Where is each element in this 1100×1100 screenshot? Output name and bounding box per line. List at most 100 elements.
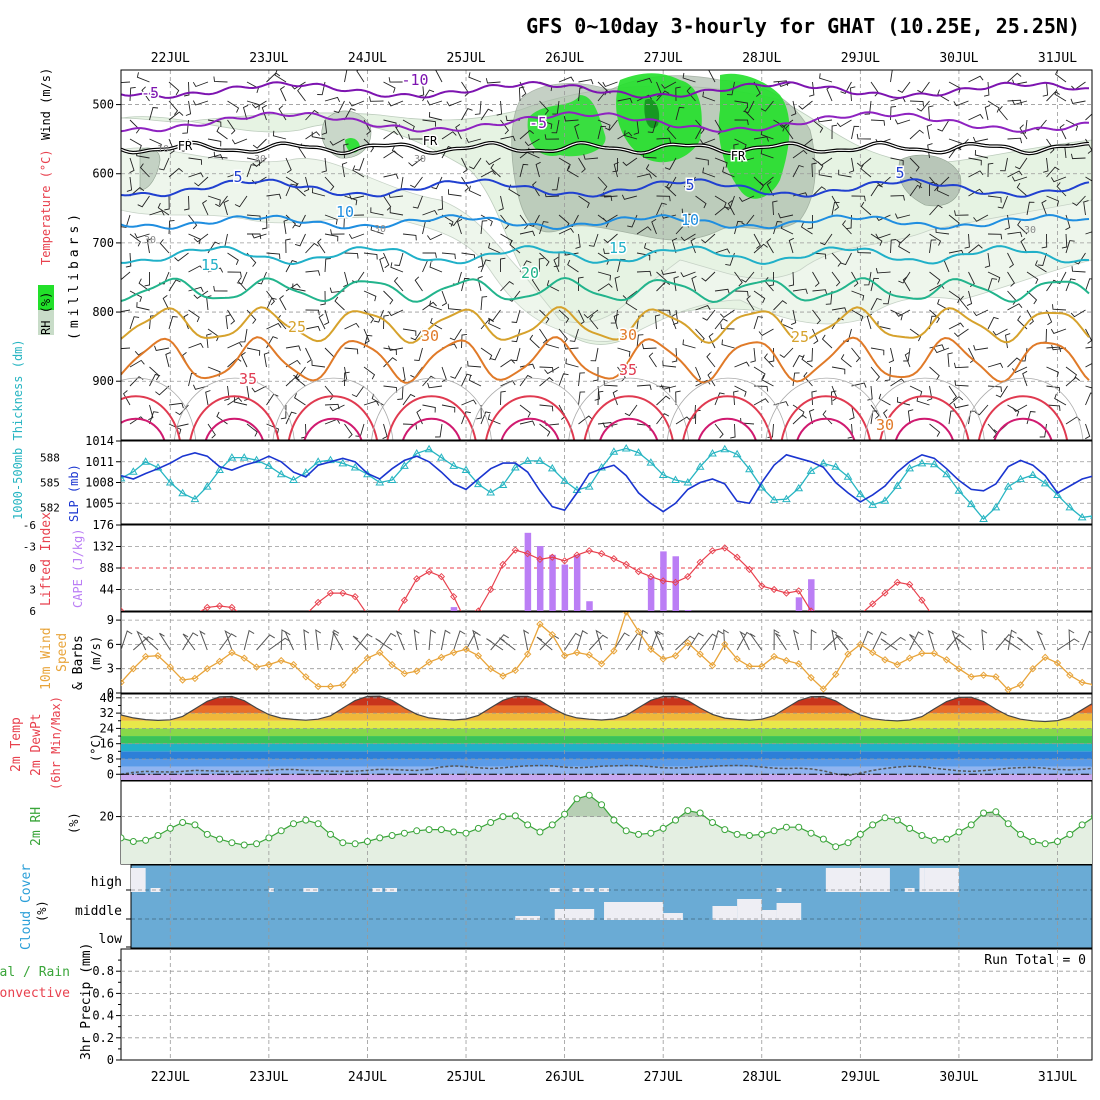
wind-barb xyxy=(333,100,345,114)
wind-barb xyxy=(285,157,292,174)
wind10-barb xyxy=(773,629,780,651)
rh-area-bright-1 xyxy=(527,95,606,157)
li-point xyxy=(499,560,507,569)
wind-barb xyxy=(305,325,321,332)
li-point xyxy=(696,558,704,566)
wind-barb xyxy=(792,288,808,295)
wind-barb xyxy=(480,259,491,273)
wind-speed-point xyxy=(758,662,766,670)
run-total: Run Total = 0 xyxy=(984,953,1086,968)
rh-contour xyxy=(173,377,295,440)
contour-label: 5 xyxy=(895,164,904,182)
wind10-barb xyxy=(268,637,291,651)
temp-band xyxy=(121,774,1092,780)
contour-35 xyxy=(288,395,378,440)
li-point xyxy=(869,600,877,608)
wind-barb xyxy=(798,100,813,110)
wind10-barb xyxy=(831,629,838,651)
contour-label: -5 xyxy=(141,84,159,102)
wind-barb xyxy=(849,404,855,421)
rh2m-point xyxy=(536,828,544,836)
wind-barb xyxy=(344,371,350,387)
wind-barb xyxy=(675,223,690,235)
wind-barb xyxy=(1007,252,1014,268)
wind-barb xyxy=(675,106,685,121)
thickness-point xyxy=(584,482,594,490)
wind-barb xyxy=(929,204,943,216)
wind-speed-point xyxy=(831,670,840,679)
tick-label: 900 xyxy=(92,374,114,388)
wind-barb xyxy=(194,176,209,187)
contour-5 xyxy=(121,178,1090,198)
wind-barb xyxy=(734,220,743,235)
wind-barb xyxy=(812,309,821,325)
contour-40 xyxy=(205,417,264,440)
wind-barb xyxy=(188,309,200,323)
wind-barb xyxy=(341,162,348,178)
wind-barb xyxy=(394,252,404,266)
wind-barb xyxy=(168,100,179,115)
wind-barb xyxy=(480,296,488,311)
wind-barb xyxy=(902,276,911,292)
tick-label: 32 xyxy=(100,706,114,720)
cloud-block xyxy=(737,899,762,920)
thickness-point xyxy=(695,462,705,470)
wind-barb xyxy=(758,328,774,336)
contour-freezing-inner xyxy=(121,141,1090,155)
contour-label: FR xyxy=(731,149,746,163)
rh2m-point xyxy=(930,836,938,844)
wind-barb xyxy=(246,347,261,356)
wind-barb xyxy=(856,133,872,140)
wind-barb xyxy=(329,138,345,146)
wind10-barb xyxy=(472,629,479,651)
rh2m-point xyxy=(733,830,741,838)
wind10-barb xyxy=(946,633,965,651)
contour-25 xyxy=(121,306,1090,344)
wind-barb xyxy=(734,290,749,297)
rh2m-point xyxy=(696,809,704,817)
wind-barb xyxy=(237,277,248,292)
wind10-barb xyxy=(219,633,237,651)
wind-barb xyxy=(500,257,506,272)
wind-barb xyxy=(441,131,457,140)
wind-barb xyxy=(870,184,883,197)
rh2m-point xyxy=(363,838,371,845)
wind-barb xyxy=(393,277,404,292)
wind-barb xyxy=(612,157,618,173)
wind-barb xyxy=(293,366,306,379)
thickness-point xyxy=(782,494,791,503)
wind-barb xyxy=(387,100,404,107)
wind-barb xyxy=(1046,404,1061,411)
wind-barb xyxy=(480,318,494,330)
li-point xyxy=(511,546,519,554)
wind-barb xyxy=(294,214,306,228)
rh2m-point xyxy=(598,801,606,809)
wind-barb xyxy=(539,309,550,324)
rh2m-point xyxy=(573,795,581,803)
ylabel-slp: SLP (mb) xyxy=(67,464,81,522)
wind10-barb xyxy=(536,636,553,651)
wind-barb xyxy=(305,242,319,254)
li-point xyxy=(450,593,458,601)
li-point xyxy=(351,593,359,601)
wind-speed-point xyxy=(585,651,593,659)
wind-barb xyxy=(1026,309,1034,325)
wind-speed-point xyxy=(844,650,852,658)
rh2m-panel: 20 2m RH (%) xyxy=(29,780,1093,865)
contour-label: 5 xyxy=(233,168,242,186)
wind-barb xyxy=(227,309,236,325)
rh2m-point xyxy=(129,838,137,845)
wind-barb xyxy=(149,138,162,150)
wind-barb xyxy=(974,404,989,416)
thickness-point xyxy=(954,486,964,494)
wind-barb xyxy=(968,113,984,121)
li-point xyxy=(573,551,581,559)
ylabel-temp-unit: (°C) xyxy=(89,733,103,762)
wind-barb xyxy=(622,157,638,167)
wind10-barb xyxy=(243,629,255,651)
rh2m-point xyxy=(745,832,753,839)
contour-label: 30 xyxy=(1024,225,1036,236)
wind-barb xyxy=(324,258,331,273)
ylabel-lifted-index: Lifted Index xyxy=(39,512,54,606)
wind10-barb xyxy=(749,633,763,651)
